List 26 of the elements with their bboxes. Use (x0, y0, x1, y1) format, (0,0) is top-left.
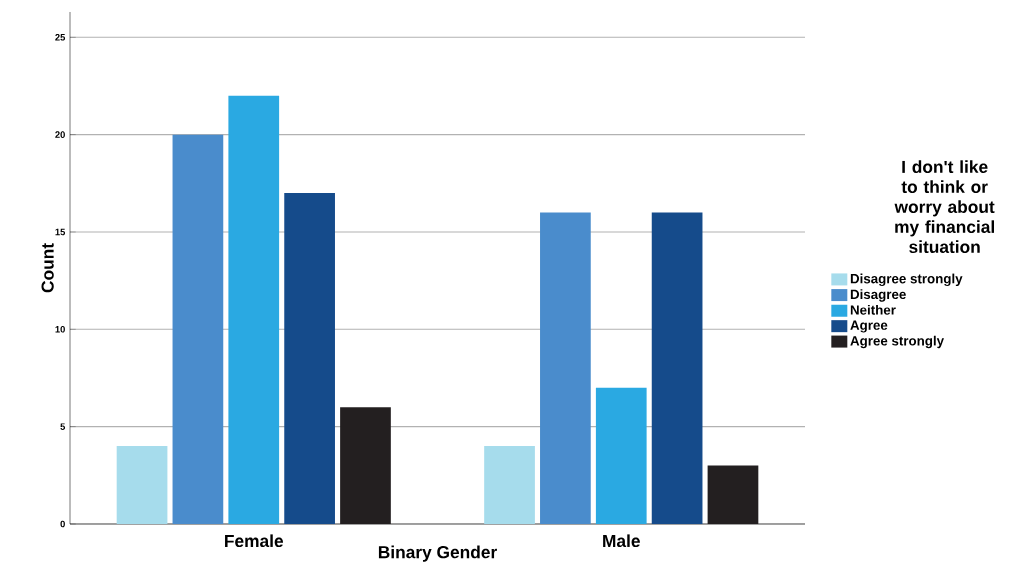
legend-title: I don't like to think or worry about my financial situation (894, 160, 995, 254)
y-tick-label: 5 (60, 423, 66, 430)
x-axis-title: Binary Gender (378, 545, 497, 562)
y-tick-label: 20 (55, 131, 65, 138)
bar (116, 446, 168, 524)
x-tick-label: Female (225, 534, 284, 548)
bar (340, 407, 391, 524)
bar (484, 446, 535, 524)
y-axis-title: Count (41, 243, 54, 293)
legend-label: Neither (850, 304, 896, 315)
y-tick-label: 15 (55, 228, 66, 236)
legend-label: Disagree (850, 289, 906, 302)
legend-label: Agree (850, 320, 888, 333)
legend-label: Disagree strongly (850, 273, 963, 287)
x-tick-label: Male (603, 534, 640, 548)
bar (172, 134, 224, 524)
bar (595, 387, 647, 524)
bar (228, 95, 280, 524)
y-tick-label: 0 (60, 520, 65, 528)
bar (284, 193, 335, 524)
bar (707, 465, 759, 524)
legend-label: Agree strongly (850, 335, 944, 349)
bar (651, 212, 703, 524)
bar (540, 212, 591, 524)
y-tick-label: 10 (55, 326, 65, 333)
y-tick-label: 25 (55, 34, 66, 41)
